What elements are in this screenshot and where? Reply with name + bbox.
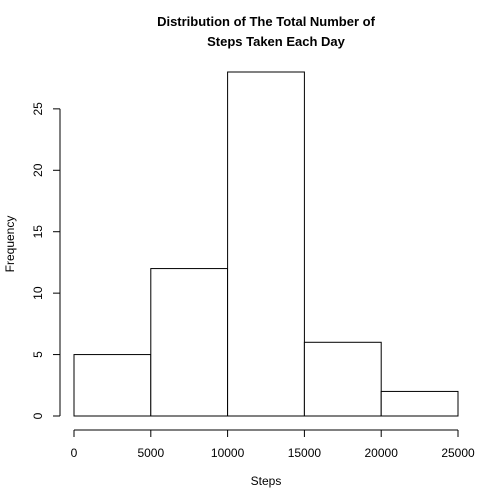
histogram-bar bbox=[303, 341, 382, 417]
x-tick-label: 20000 bbox=[365, 446, 399, 460]
bars-group bbox=[73, 71, 459, 417]
x-tick-label: 5000 bbox=[137, 446, 164, 460]
y-axis-label: Frequency bbox=[3, 216, 17, 273]
x-axis: 0 5000 10000 15000 20000 25000 bbox=[71, 429, 475, 460]
histogram-bar bbox=[73, 354, 152, 417]
x-axis-label: Steps bbox=[251, 474, 282, 488]
y-tick-label: 10 bbox=[31, 286, 45, 300]
x-tick-label: 0 bbox=[71, 446, 78, 460]
chart-title-line-1: Distribution of The Total Number of bbox=[157, 14, 376, 29]
chart-title-line-2: Steps Taken Each Day bbox=[207, 34, 346, 49]
y-tick-label: 20 bbox=[31, 163, 45, 177]
histogram-bar bbox=[227, 71, 305, 417]
y-tick-label: 15 bbox=[31, 225, 45, 239]
y-tick-label: 25 bbox=[31, 102, 45, 116]
y-tick-label: 5 bbox=[31, 351, 45, 358]
x-tick-label: 15000 bbox=[288, 446, 322, 460]
y-axis: 0 5 10 15 20 25 bbox=[31, 102, 61, 419]
histogram-bar bbox=[150, 268, 229, 417]
y-tick-label: 0 bbox=[31, 412, 45, 419]
x-tick-label: 25000 bbox=[441, 446, 475, 460]
x-tick-label: 10000 bbox=[211, 446, 245, 460]
histogram-bar bbox=[380, 390, 459, 417]
